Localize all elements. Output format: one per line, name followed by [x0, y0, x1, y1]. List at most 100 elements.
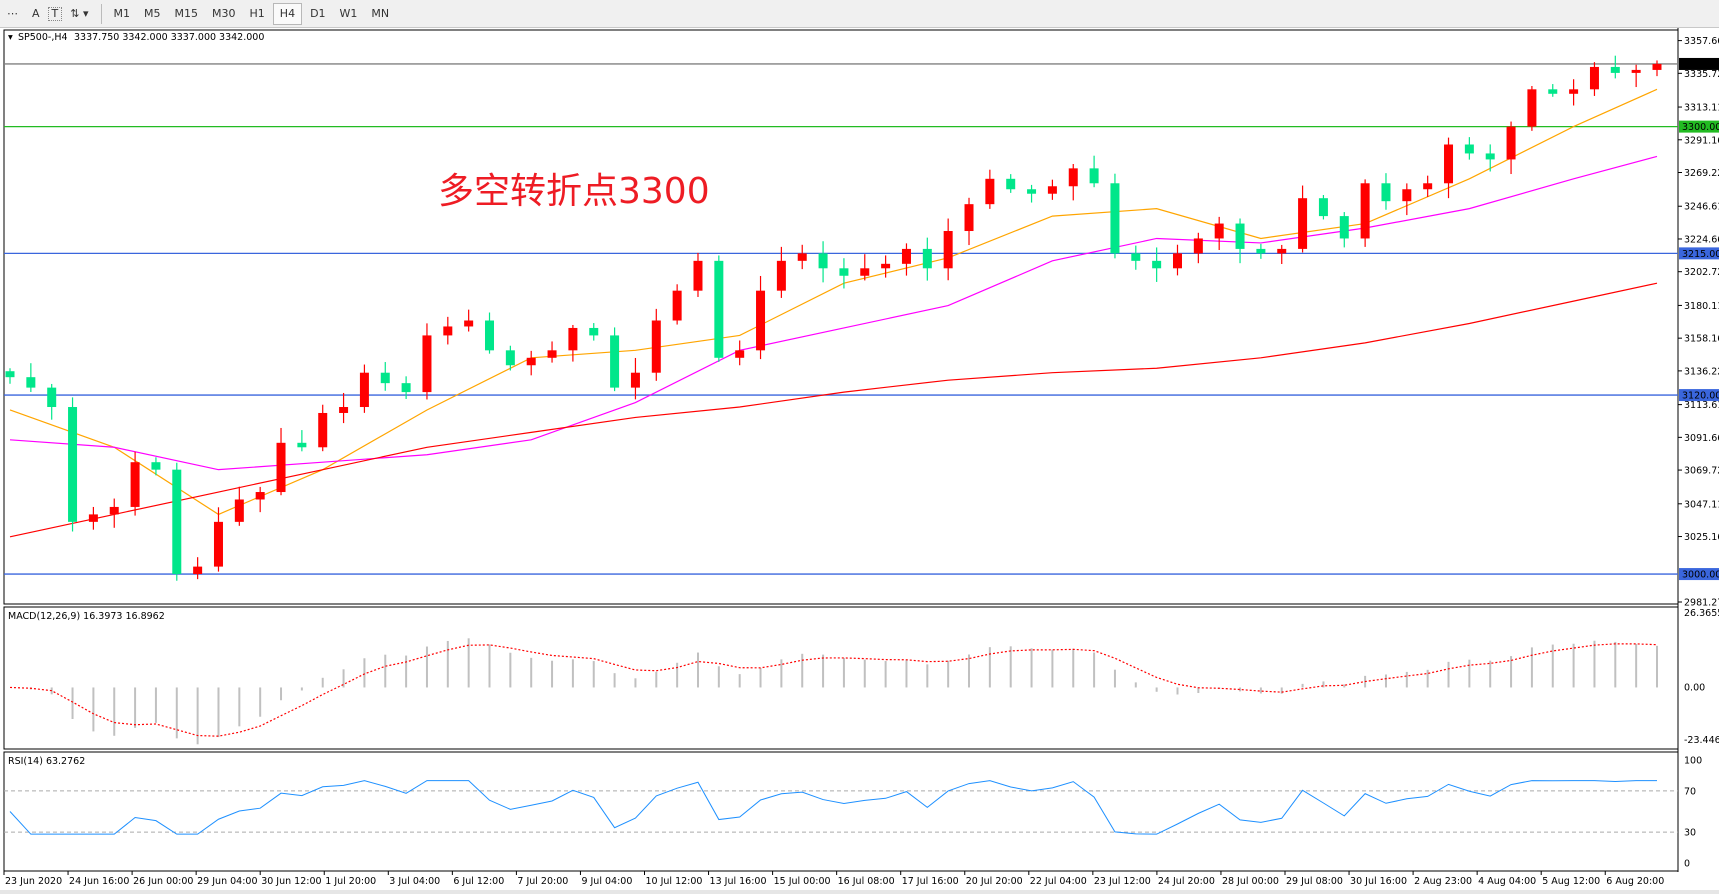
- candle-body: [5, 371, 15, 378]
- arrows-tool-icon[interactable]: ⇅ ▾: [70, 7, 89, 20]
- date-tick-label: 24 Jun 16:00: [69, 876, 129, 887]
- candle-body: [901, 248, 911, 264]
- candle: [47, 383, 57, 420]
- candle-body: [568, 327, 578, 351]
- candle: [651, 308, 661, 381]
- main-chart-panel: [3, 29, 1679, 605]
- candle-body: [1256, 248, 1266, 254]
- candle-body: [1152, 260, 1162, 269]
- candle: [1193, 232, 1203, 264]
- candle-body: [1527, 89, 1537, 127]
- candle: [1631, 64, 1641, 88]
- timeframe-w1[interactable]: W1: [339, 7, 358, 20]
- rsi-title: RSI(14) 63.2762: [8, 756, 85, 767]
- horizontal-line-label: 3215.00: [1682, 249, 1719, 260]
- price-label-box: [1679, 247, 1719, 260]
- candle: [610, 327, 620, 392]
- date-tick-label: 16 Jul 08:00: [838, 876, 895, 887]
- timeframe-d1[interactable]: D1: [310, 7, 326, 20]
- date-tick-label: 9 Jul 04:00: [581, 876, 632, 887]
- date-tick-label: 29 Jul 08:00: [1286, 876, 1343, 887]
- date-tick-label: 13 Jul 16:00: [710, 876, 767, 887]
- candle-body: [881, 263, 891, 269]
- date-tick-label: 1 Jul 20:00: [325, 876, 376, 887]
- timeframe-m1[interactable]: M1: [113, 7, 131, 20]
- candle-body: [1569, 89, 1579, 94]
- candle-body: [985, 178, 995, 205]
- candle-body: [1110, 183, 1120, 254]
- candle-body: [1193, 238, 1203, 254]
- candle-body: [964, 204, 974, 232]
- candle: [1381, 173, 1391, 210]
- candle-body: [1214, 223, 1224, 239]
- rsi-panel: [3, 751, 1679, 872]
- date-tick-label: 30 Jun 12:00: [261, 876, 321, 887]
- candle: [26, 363, 36, 392]
- candle: [547, 341, 557, 363]
- annotation-text: 多空转折点3300: [438, 171, 710, 212]
- candle: [714, 255, 724, 362]
- candle: [922, 237, 932, 281]
- timeframe-m30[interactable]: M30: [212, 7, 236, 20]
- candle-body: [505, 350, 515, 366]
- candle-body: [526, 357, 536, 366]
- price-tick-label: 3113.61: [1684, 400, 1719, 411]
- candle: [255, 486, 265, 513]
- candle-body: [651, 320, 661, 373]
- candle-body: [464, 320, 474, 327]
- candle: [985, 169, 995, 209]
- candle: [1444, 137, 1454, 199]
- candle-body: [193, 566, 203, 575]
- date-tick-label: 29 Jun 04:00: [197, 876, 257, 887]
- moving-average-line: [9, 282, 1658, 538]
- candle-body: [1402, 189, 1412, 202]
- text-tool-button[interactable]: A: [32, 7, 40, 20]
- candle-body: [1339, 216, 1349, 239]
- candle: [735, 340, 745, 366]
- candle-body: [130, 462, 140, 507]
- candle-body: [26, 377, 36, 388]
- crosshair-tool-icon[interactable]: ⋯: [7, 7, 18, 20]
- candle: [1047, 179, 1057, 200]
- candle-body: [672, 290, 682, 321]
- horizontal-line-label: 3120.00: [1682, 391, 1719, 402]
- candle: [776, 246, 786, 298]
- toolbar: ⋯ A T ⇅ ▾ M1 M5 M15 M30 H1 H4 D1 W1 MN: [0, 0, 1719, 28]
- date-tick-label: 30 Jul 16:00: [1350, 876, 1407, 887]
- date-tick-label: 20 Jul 20:00: [966, 876, 1023, 887]
- timeframe-m5[interactable]: M5: [144, 7, 161, 20]
- macd-tick-label: 26.3655: [1684, 608, 1719, 619]
- rsi-tick-label: 30: [1684, 828, 1696, 839]
- candle-body: [1089, 168, 1099, 184]
- candle: [1339, 212, 1349, 248]
- candle-body: [1631, 69, 1641, 73]
- date-tick-label: 6 Aug 20:00: [1606, 876, 1664, 887]
- rsi-tick-label: 0: [1684, 859, 1690, 870]
- date-tick-label: 6 Jul 12:00: [453, 876, 504, 887]
- candle-body: [234, 499, 244, 522]
- candle-body: [547, 350, 557, 358]
- price-tick-label: 3269.22: [1684, 168, 1719, 179]
- timeframe-h1[interactable]: H1: [249, 7, 265, 20]
- candle-body: [1318, 198, 1328, 217]
- timeframe-m15[interactable]: M15: [174, 7, 199, 20]
- candle-body: [1235, 223, 1245, 249]
- candle: [693, 252, 703, 297]
- text-label-tool-button[interactable]: T: [47, 6, 63, 21]
- candle-body: [610, 335, 620, 388]
- candle-body: [151, 462, 161, 470]
- timeframe-h4[interactable]: H4: [272, 2, 303, 25]
- candle: [276, 427, 286, 496]
- rsi-tick-label: 70: [1684, 786, 1696, 797]
- candle: [839, 258, 849, 289]
- candle-body: [276, 442, 286, 493]
- candle-body: [1548, 89, 1558, 94]
- candle-body: [1589, 66, 1599, 90]
- candle: [1089, 155, 1099, 188]
- candle-body: [1068, 168, 1078, 187]
- timeframe-mn[interactable]: MN: [371, 7, 390, 20]
- macd-panel: [3, 606, 1679, 750]
- price-tick-label: 3246.61: [1684, 202, 1719, 213]
- candle-body: [1298, 198, 1308, 249]
